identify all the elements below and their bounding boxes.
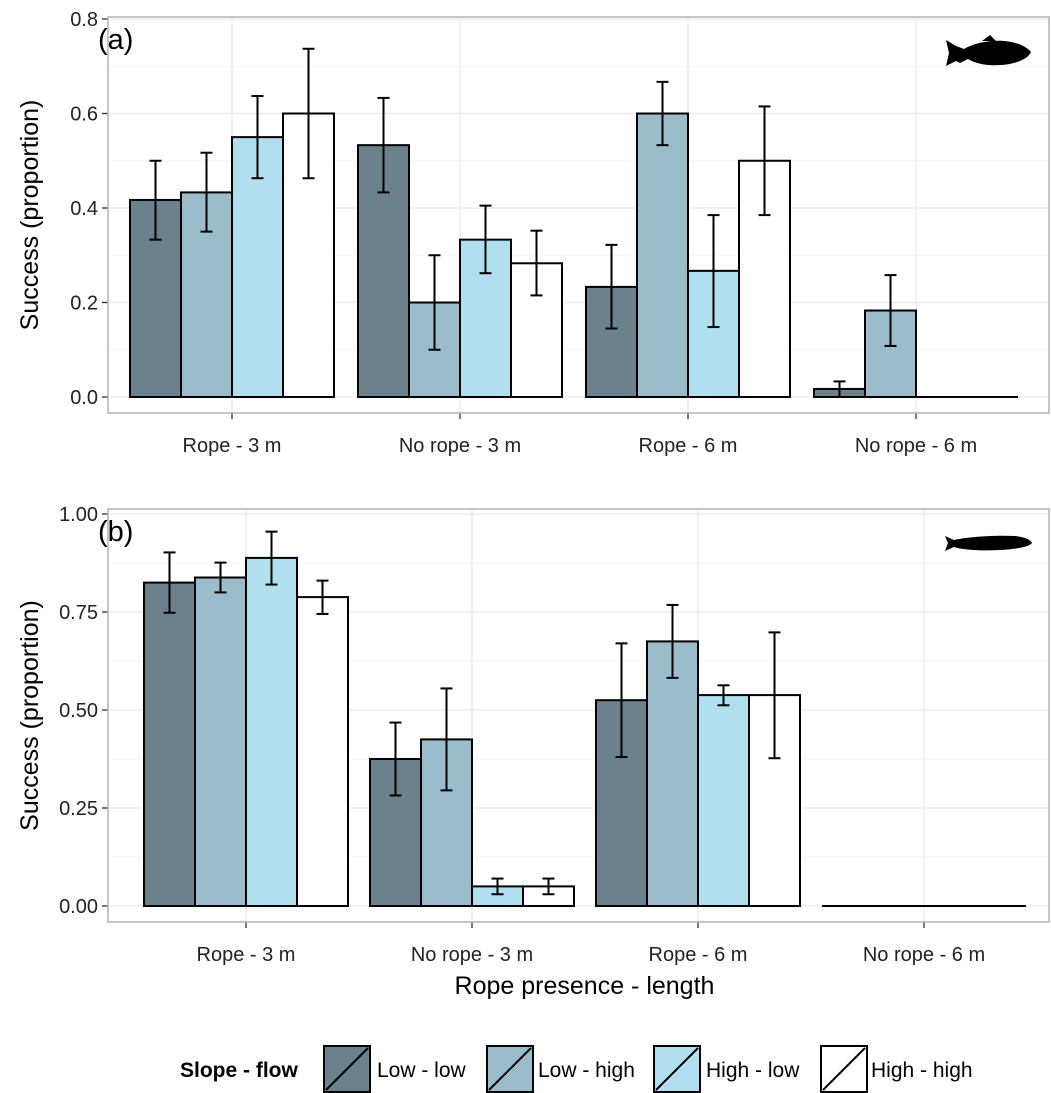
error-bar-rope-3-m-high-low [265, 530, 278, 586]
chart-panel-2: 0.00 0.25 0.50 0.75 1.00 Rope - 3 m No rope - … [16, 504, 1050, 1000]
x-axis-title: Rope presence - length [455, 972, 715, 1000]
trout-silhouette-icon [946, 35, 1031, 66]
y-tick-label: 1.00 [59, 504, 98, 526]
bar-rope-6-m-low-high [636, 112, 689, 398]
legend-key-slash [325, 1047, 369, 1091]
legend-title: Slope - flow [180, 1059, 298, 1082]
x-tick-label-no-rope-6-m: No rope - 6 m [855, 435, 977, 457]
x-tick-label-rope-3-m: Rope - 3 m [197, 944, 296, 966]
error-bar-no-rope-6-m-low-high [884, 274, 897, 347]
chart-panels: 0.0 0.2 0.4 0.6 0.8 Rope - 3 m No rope - 3 m Ro… [16, 9, 1050, 1000]
error-bar-rope-6-m-high-low [717, 684, 730, 707]
y-axis-title: Success (proportion) [16, 600, 44, 831]
error-bar-rope-6-m-high-high [758, 105, 771, 217]
error-bar-rope-6-m-low-high [656, 80, 669, 147]
error-bar-rope-3-m-high-high [316, 579, 329, 615]
legend-item-low-high: Low - high [486, 1045, 635, 1093]
legend-item-high-low: High - low [653, 1045, 800, 1093]
bar-rope-3-m-high-high [296, 596, 349, 907]
trout-dorsal-fin [982, 35, 996, 41]
legend-label-high-low: High - low [706, 1059, 800, 1082]
y-tick-label: 0.8 [70, 9, 98, 31]
error-bar-no-rope-3-m-low-high [440, 687, 453, 792]
bar-rope-3-m-high-low [231, 136, 284, 398]
x-tick-label-rope-6-m: Rope - 6 m [649, 944, 748, 966]
y-tick-label: 0.6 [70, 104, 98, 126]
error-bar-rope-3-m-low-low [149, 159, 162, 241]
panel-border [107, 16, 1050, 414]
y-tick-label: 0.25 [59, 798, 98, 820]
error-bar-no-rope-3-m-high-high [530, 229, 543, 297]
x-tick-label-rope-3-m: Rope - 3 m [183, 435, 282, 457]
error-bar-no-rope-3-m-low-low [377, 96, 390, 194]
y-tick-label: 0.2 [70, 293, 98, 315]
legend-key-slash [488, 1047, 532, 1091]
x-tick-label-no-rope-3-m: No rope - 3 m [399, 435, 521, 457]
bar-rope-3-m-low-low [143, 581, 196, 907]
y-tick-label: 0.4 [70, 198, 98, 220]
panel-label: (b) [98, 516, 133, 548]
x-tick-label-no-rope-3-m: No rope - 3 m [411, 944, 533, 966]
bar-rope-6-m-high-low [697, 694, 750, 907]
error-bar-no-rope-3-m-high-low [479, 204, 492, 275]
bar-rope-3-m-high-low [245, 556, 298, 907]
error-bar-no-rope-3-m-low-high [428, 254, 441, 351]
trout-body [946, 40, 1031, 66]
error-bar-no-rope-3-m-high-high [542, 877, 555, 896]
x-tick-label-no-rope-6-m: No rope - 6 m [863, 944, 985, 966]
error-bar-rope-3-m-low-high [214, 561, 227, 594]
y-tick-label: 0.0 [70, 387, 98, 409]
y-tick-label: 0.75 [59, 602, 98, 624]
error-bar-no-rope-3-m-low-low [389, 721, 402, 797]
bar-rope-6-m-low-high [646, 640, 699, 908]
y-tick-label: 0.50 [59, 700, 98, 722]
legend-label-high-high: High - high [871, 1059, 973, 1082]
legend-label-low-low: Low - low [377, 1059, 467, 1082]
legend: Slope - flow Low - low Low - high High -… [180, 1045, 973, 1093]
error-bar-no-rope-6-m-low-low [833, 380, 846, 398]
error-bar-rope-3-m-high-high [302, 47, 315, 180]
error-bar-rope-6-m-low-low [605, 243, 618, 330]
legend-key-slash [822, 1047, 866, 1091]
error-bar-rope-3-m-high-low [251, 95, 264, 180]
error-bar-rope-6-m-low-high [666, 603, 679, 679]
legend-key-slash [655, 1047, 699, 1091]
error-bar-rope-6-m-high-high [768, 631, 781, 760]
legend-item-low-low: Low - low [323, 1045, 467, 1093]
chart-panel-1: 0.0 0.2 0.4 0.6 0.8 Rope - 3 m No rope - 3 m Ro… [16, 9, 1050, 457]
error-bar-no-rope-3-m-high-low [491, 877, 504, 896]
legend-item-high-high: High - high [820, 1045, 973, 1093]
x-tick-label-rope-6-m: Rope - 6 m [639, 435, 738, 457]
eel-body [945, 535, 1032, 551]
legend-label-low-high: Low - high [538, 1059, 635, 1082]
bar-rope-3-m-low-high [194, 576, 247, 908]
y-axis-title: Success (proportion) [16, 100, 44, 331]
error-bar-rope-3-m-low-low [163, 551, 176, 614]
error-bar-rope-6-m-low-low [615, 642, 628, 759]
error-bar-rope-3-m-low-high [200, 151, 213, 233]
y-tick-label: 0.00 [59, 896, 98, 918]
panel-label: (a) [98, 24, 133, 56]
error-bar-rope-6-m-high-low [707, 214, 720, 329]
eel-silhouette-icon [945, 535, 1032, 551]
panel-border [107, 508, 1050, 923]
